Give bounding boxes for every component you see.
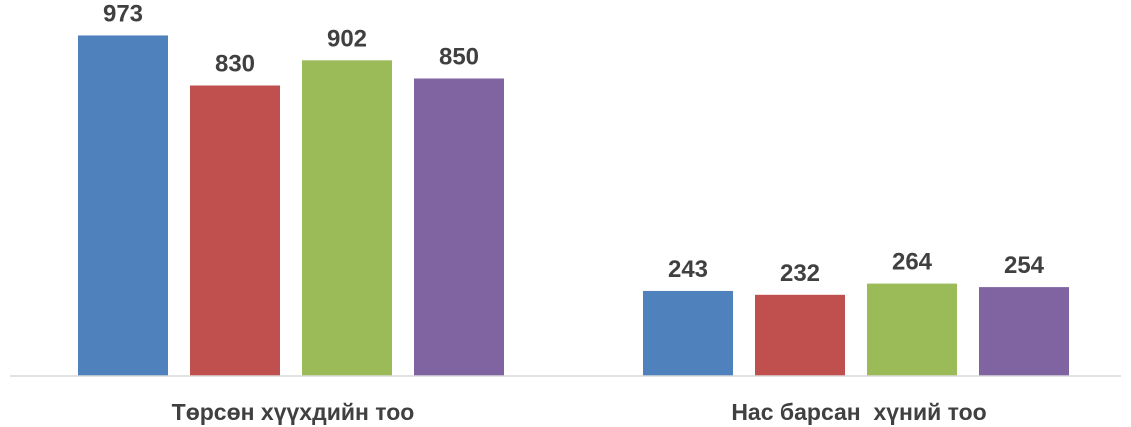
category-label-1: Нас барсан хүний тоо xyxy=(731,399,986,425)
data-label-c1-s0: 243 xyxy=(668,256,708,283)
bar-c1-s2 xyxy=(867,283,957,376)
data-label-group: 973 830 902 850 243 232 264 254 xyxy=(103,0,1045,286)
bar-c1-s3 xyxy=(979,287,1069,376)
bar-c0-s2 xyxy=(302,60,392,377)
bar-c1-s1 xyxy=(755,294,845,376)
data-label-c0-s0: 973 xyxy=(103,0,143,27)
bar-c0-s1 xyxy=(190,85,280,376)
bar-c0-s0 xyxy=(78,35,168,376)
data-label-c1-s1: 232 xyxy=(780,260,820,287)
category-label-group: Төрсөн хүүхдийн тоо Нас барсан хүний тоо xyxy=(172,399,987,425)
data-label-c0-s1: 830 xyxy=(215,51,255,78)
data-label-c0-s2: 902 xyxy=(327,25,367,52)
data-label-c1-s3: 254 xyxy=(1004,252,1045,279)
bar-series-group xyxy=(78,35,1069,377)
category-label-0: Төрсөн хүүхдийн тоо xyxy=(172,399,415,425)
data-label-c0-s3: 850 xyxy=(439,44,479,71)
bar-c0-s3 xyxy=(414,78,504,376)
data-label-c1-s2: 264 xyxy=(892,249,933,276)
bar-c1-s0 xyxy=(643,290,733,376)
